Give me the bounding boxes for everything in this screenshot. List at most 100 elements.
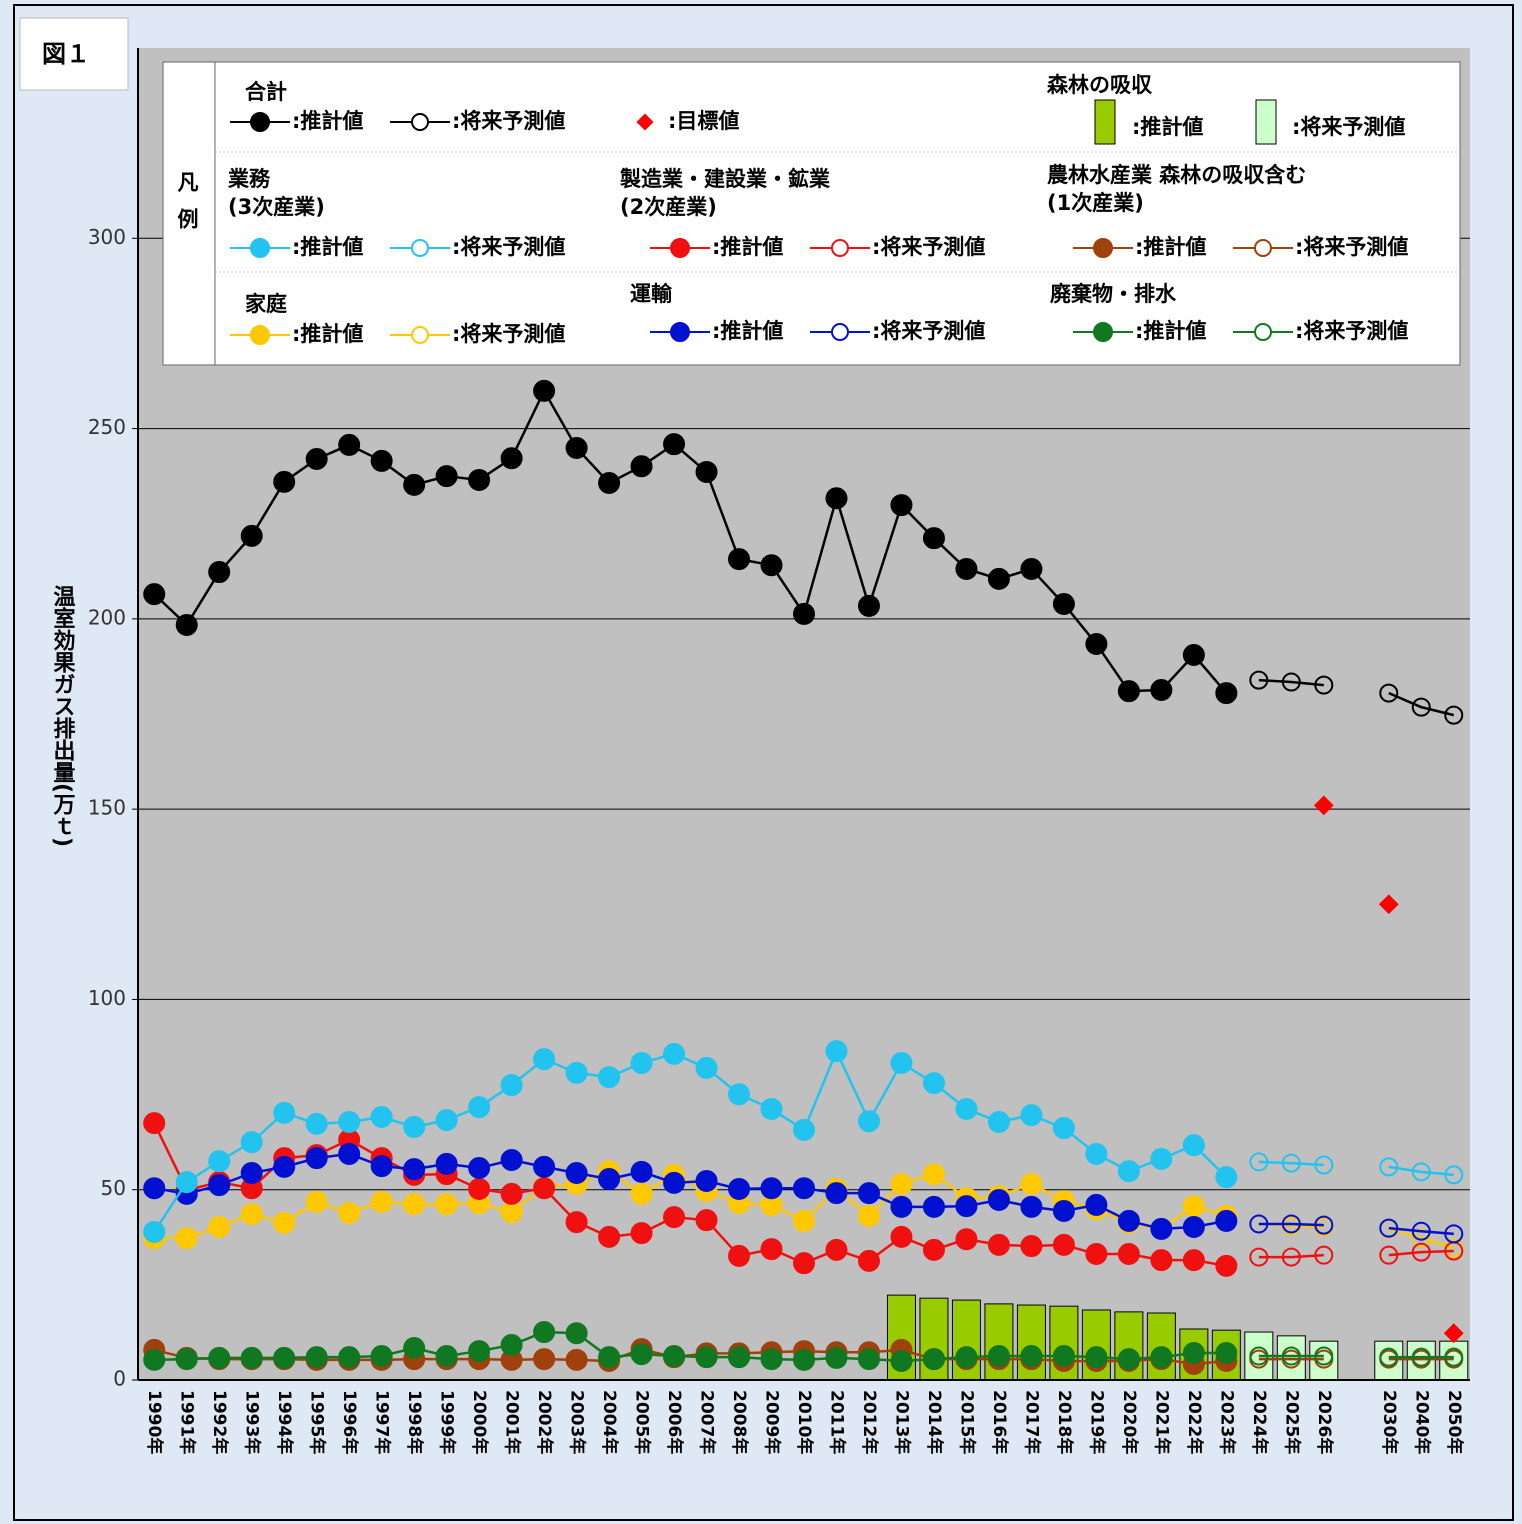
legend-marker (411, 326, 429, 344)
estimate-point (208, 1174, 231, 1197)
estimate-point (955, 1346, 978, 1369)
y-tick-label: 0 (113, 1367, 126, 1391)
x-tick-label: 2004年 (599, 1390, 620, 1454)
x-tick-label: 2023年 (1216, 1390, 1237, 1454)
x-tick-label: 1995年 (307, 1390, 328, 1454)
legend-label: :将来予測値 (452, 235, 565, 259)
legend-label: :推計値 (1132, 115, 1203, 139)
forecast-point (1411, 1228, 1431, 1248)
estimate-point (630, 1343, 653, 1366)
legend-marker (250, 112, 270, 132)
x-tick-label: 1996年 (339, 1390, 360, 1454)
estimate-point (1215, 1166, 1238, 1189)
x-tick-label: 2024年 (1249, 1390, 1270, 1454)
estimate-point (208, 1346, 231, 1369)
estimate-point (533, 1348, 556, 1371)
estimate-point (1085, 1346, 1108, 1369)
estimate-point (1182, 1134, 1205, 1157)
estimate-point (890, 1051, 913, 1074)
legend-group-note: (1次産業) (1047, 191, 1144, 215)
legend-marker (411, 239, 429, 257)
estimate-point (500, 1074, 523, 1097)
legend-label: :将来予測値 (1295, 319, 1408, 343)
legend-group-title: 製造業・建設業・鉱業 (619, 167, 831, 191)
x-tick-label: 1997年 (372, 1390, 393, 1454)
forecast-point (1249, 1214, 1269, 1234)
legend-marker (411, 113, 429, 131)
target-point (1443, 1323, 1464, 1344)
estimate-point (370, 449, 393, 472)
estimate-point (1052, 1345, 1075, 1368)
estimate-point (273, 1101, 296, 1124)
y-tick-label: 300 (88, 225, 126, 249)
estimate-point (1215, 682, 1238, 705)
legend-label: :推計値 (1135, 319, 1206, 343)
estimate-point (435, 1152, 458, 1175)
estimate-point (1117, 680, 1140, 703)
estimate-point (760, 1238, 783, 1261)
x-tick-label: 2013年 (891, 1390, 912, 1454)
legend-marker (670, 238, 690, 258)
estimate-point (143, 583, 166, 606)
estimate-point (955, 1098, 978, 1121)
estimate-point (825, 487, 848, 510)
x-tick-label: 2011年 (826, 1390, 847, 1454)
estimate-point (1020, 1195, 1043, 1218)
x-tick-label: 2021年 (1151, 1390, 1172, 1454)
x-tick-label: 1994年 (274, 1390, 295, 1454)
forecast-point (1379, 1245, 1399, 1265)
x-tick-label: 2003年 (567, 1390, 588, 1454)
estimate-point (1052, 593, 1075, 616)
estimate-point (338, 433, 361, 456)
estimate-point (240, 1131, 263, 1154)
legend-marker (1254, 323, 1272, 341)
legend-group-title: 運輸 (630, 282, 673, 306)
estimate-point (435, 1109, 458, 1132)
estimate-point (1052, 1233, 1075, 1256)
x-tick-label: 2026年 (1314, 1390, 1335, 1454)
estimate-point (1215, 1209, 1238, 1232)
forecast-point (1314, 1155, 1334, 1175)
estimate-point (663, 1345, 686, 1368)
forecast-point (1249, 1247, 1269, 1267)
legend-marker (1093, 322, 1113, 342)
legend-title: 凡例 (175, 171, 199, 245)
estimate-point (695, 460, 718, 483)
legend-label: :推計値 (712, 235, 783, 259)
estimate-point (1150, 1147, 1173, 1170)
estimate-point (793, 602, 815, 625)
legend-group-title: 廃棄物・排水 (1050, 282, 1177, 306)
x-tick-label: 2007年 (697, 1390, 718, 1454)
forecast-line (1258, 1160, 1454, 1177)
estimate-point (857, 1249, 880, 1272)
estimate-point (240, 524, 263, 547)
estimate-point (1020, 1345, 1043, 1368)
forecast-point (1314, 675, 1334, 695)
x-tick-label: 1990年 (144, 1390, 165, 1454)
estimate-point (793, 1348, 815, 1371)
legend-marker (250, 238, 270, 258)
x-tick-label: 2017年 (1021, 1390, 1042, 1454)
estimate-point (857, 1204, 880, 1227)
estimate-point (175, 1348, 198, 1371)
estimate-point (955, 1228, 978, 1251)
legend-marker (1094, 99, 1116, 145)
estimate-point (338, 1346, 361, 1369)
estimate-point (565, 1348, 588, 1371)
estimate-point (435, 1193, 458, 1216)
estimate-point (338, 1201, 361, 1224)
legend-group-title: 森林の吸収 (1047, 73, 1153, 97)
estimate-point (1020, 1104, 1043, 1127)
estimate-point (435, 465, 458, 488)
estimate-point (208, 561, 231, 584)
estimate-point (760, 1177, 783, 1200)
forecast-point (1444, 1347, 1464, 1367)
estimate-point (890, 1349, 913, 1372)
estimate-line (154, 1152, 1227, 1231)
estimate-point (403, 1115, 426, 1138)
legend-label: :将来予測値 (452, 109, 565, 133)
estimate-point (500, 1333, 523, 1356)
forecast-point (1411, 1221, 1431, 1241)
estimate-point (240, 1346, 263, 1369)
